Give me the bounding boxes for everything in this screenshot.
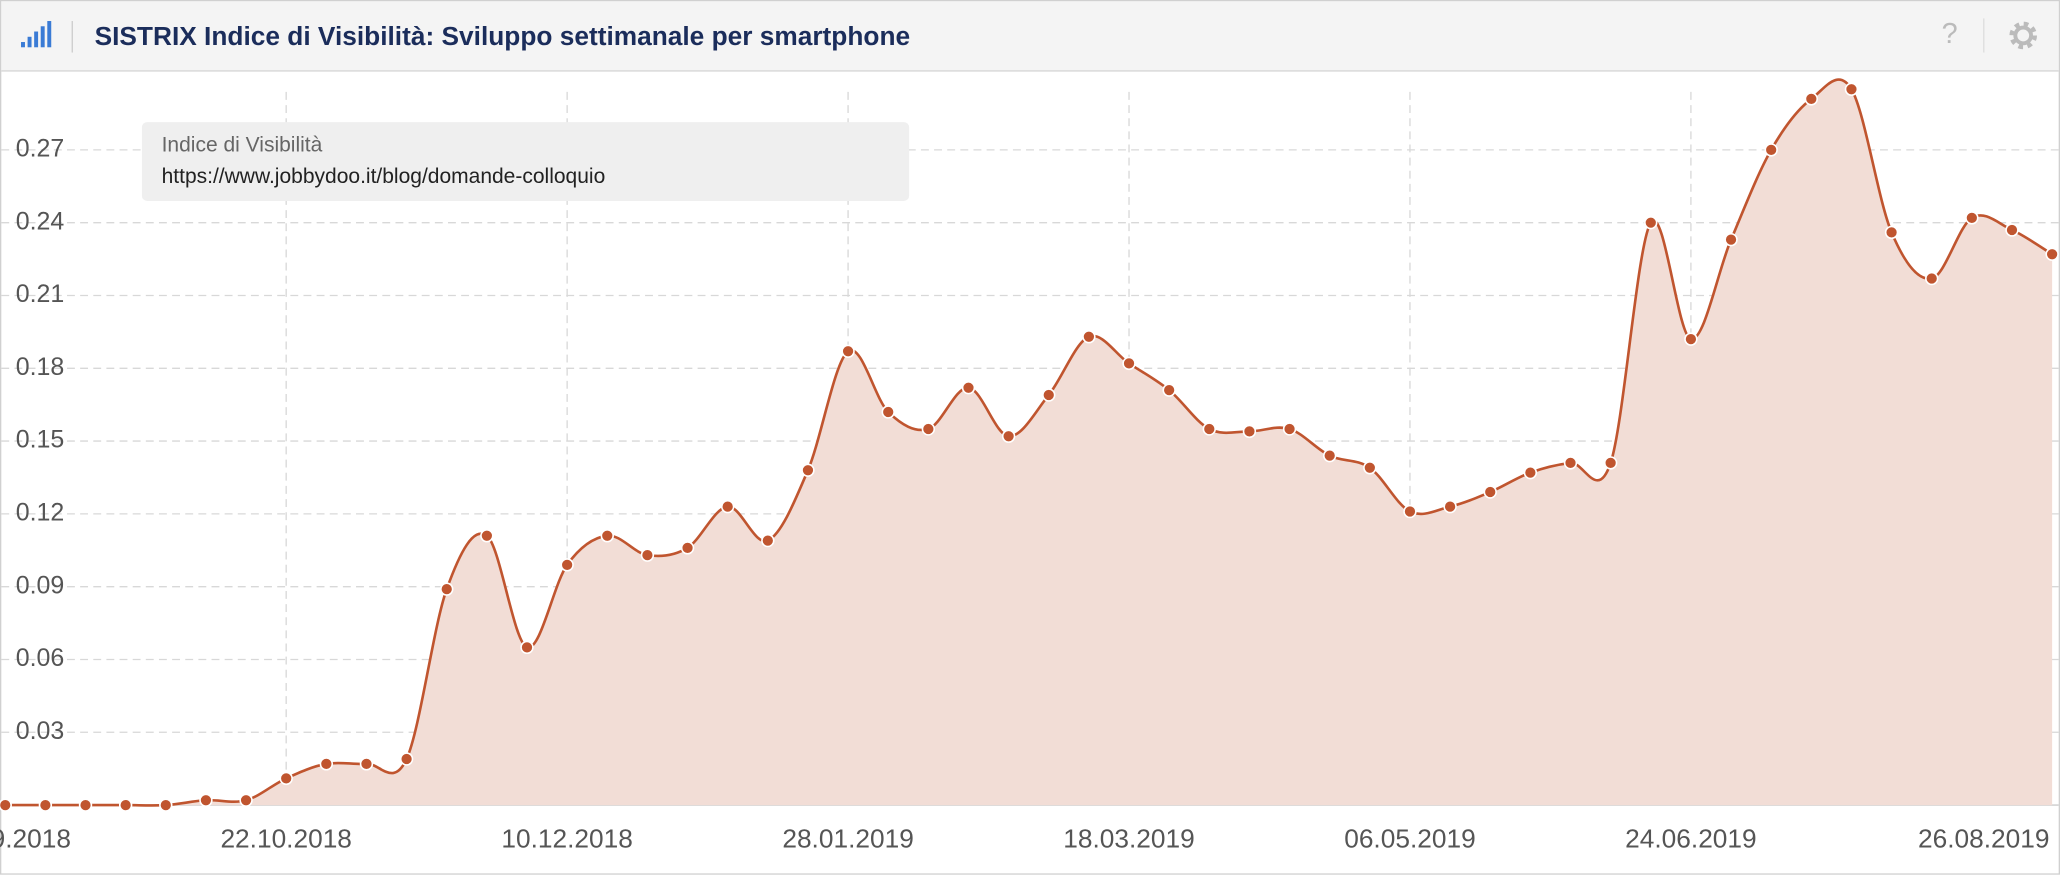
point — [159, 798, 173, 812]
point — [480, 529, 494, 543]
settings-icon[interactable] — [2009, 21, 2038, 50]
x-tick-label: 22.10.2018 — [220, 823, 351, 853]
y-tick-label: 0.27 — [16, 134, 65, 162]
point — [1483, 485, 1497, 499]
y-tick-label: 0.09 — [16, 571, 65, 599]
point — [1443, 499, 1457, 514]
plot: 0.03 0.06 0.09 0.12 0.15 0.18 0.21 0.24 0.27 03.0… — [0, 78, 2059, 853]
x-tick-label: 26.08.2019 — [1918, 823, 2049, 853]
point — [1001, 429, 1016, 443]
x-tick-label: 18.03.2019 — [1063, 823, 1194, 853]
point — [1844, 82, 1859, 96]
y-tick-label: 0.15 — [16, 426, 65, 454]
point — [1162, 383, 1176, 397]
y-tick-label: 0.12 — [16, 498, 65, 526]
point — [38, 798, 53, 812]
x-tick-label: 24.06.2019 — [1625, 823, 1756, 853]
point — [199, 793, 213, 807]
point — [560, 558, 574, 572]
point — [1202, 422, 1216, 436]
point — [440, 582, 454, 596]
y-tick-label: 0.21 — [16, 280, 65, 308]
point — [1925, 271, 1939, 286]
help-icon[interactable]: ? — [1942, 18, 1958, 50]
header-bar — [1, 1, 2059, 71]
point — [600, 529, 614, 543]
point — [1644, 215, 1658, 230]
x-tick-label: 28.01.2019 — [782, 823, 913, 853]
x-tick-label: 03.09.2018 — [0, 823, 71, 853]
x-tick-label: 10.12.2018 — [501, 823, 632, 853]
point — [1042, 388, 1056, 402]
area — [5, 79, 2053, 806]
point — [1282, 422, 1297, 436]
point — [1363, 461, 1377, 475]
point — [921, 422, 936, 436]
point — [279, 771, 293, 786]
point — [78, 798, 93, 812]
point — [2045, 247, 2059, 261]
logo-icon — [21, 21, 52, 48]
subtitle: https://www.jobbydoo.it/blog/domande-col… — [162, 165, 606, 188]
point — [841, 344, 855, 358]
point — [1804, 92, 1819, 106]
legend-entry: Indice di Visibilità — [162, 133, 323, 156]
point — [1523, 465, 1538, 480]
point — [1082, 330, 1096, 344]
point — [1965, 211, 1979, 225]
point — [1322, 448, 1337, 463]
point — [1884, 225, 1899, 240]
point — [1403, 504, 1417, 519]
title: SISTRIX Indice di Visibilità: Sviluppo s… — [95, 21, 911, 51]
point — [118, 798, 133, 812]
point — [1563, 456, 1578, 470]
point — [399, 752, 414, 766]
point — [961, 380, 976, 395]
point — [720, 499, 735, 514]
line — [5, 78, 2053, 807]
point — [1603, 456, 1618, 470]
legend-box — [141, 122, 910, 201]
point — [0, 798, 12, 812]
y-tick-label: 0.06 — [16, 644, 65, 672]
point — [680, 541, 695, 555]
point — [520, 640, 534, 655]
x-tick-label: 06.05.2019 — [1344, 823, 1475, 853]
point — [1122, 356, 1136, 371]
point — [319, 757, 334, 771]
point — [1684, 332, 1698, 346]
y-tick-label: 0.18 — [16, 353, 65, 381]
point — [761, 533, 775, 548]
point — [239, 793, 253, 807]
point — [1724, 232, 1738, 247]
point — [640, 548, 655, 562]
point — [1764, 143, 1778, 157]
point — [1242, 424, 1257, 439]
point — [801, 463, 815, 477]
point — [359, 757, 374, 771]
y-tick-label: 0.24 — [16, 207, 65, 235]
y-tick-label: 0.03 — [16, 717, 65, 745]
point — [2005, 223, 2019, 237]
point — [881, 405, 895, 419]
